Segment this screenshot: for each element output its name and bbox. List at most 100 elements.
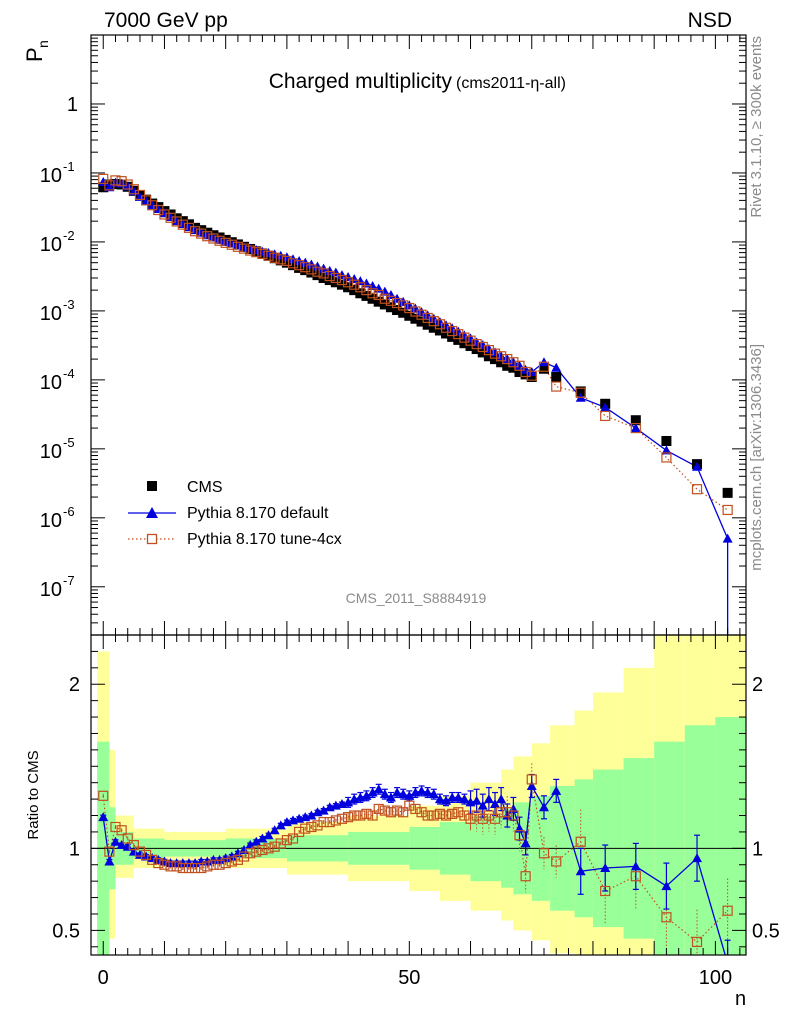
tune-point-36 xyxy=(318,268,329,279)
tune-point-28 xyxy=(269,252,280,263)
ratio-tune-point-30 xyxy=(281,835,292,846)
tune-point-70 xyxy=(526,370,537,381)
main-ytick-label-5: 10 xyxy=(40,234,62,256)
ratio-tune-point-75 xyxy=(630,871,641,882)
tune-point-2 xyxy=(110,175,121,186)
tune-point-16 xyxy=(196,228,207,239)
cms-point-41 xyxy=(349,285,360,296)
main-series-layer xyxy=(98,173,733,635)
default-point-17 xyxy=(202,230,213,240)
default-point-38 xyxy=(330,267,341,277)
tune-point-49 xyxy=(398,300,409,311)
default-point-35 xyxy=(312,261,323,271)
tune-point-69 xyxy=(520,366,531,378)
main-ytick-exp-4: -3 xyxy=(63,297,75,312)
legend-default-label: Pythia 8.170 default xyxy=(187,505,329,522)
ratio-tune-point-64 xyxy=(489,813,501,824)
ratio-tune-point-51 xyxy=(410,803,421,815)
energy-label: 7000 GeV pp xyxy=(104,9,228,32)
ratio-tune-point-56 xyxy=(440,810,452,821)
cms-point-65 xyxy=(496,357,507,368)
cms-point-62 xyxy=(477,347,488,358)
ratio-default-point-27 xyxy=(263,830,274,840)
ratio-default-point-36 xyxy=(318,805,329,815)
x-tick-label-2: 100 xyxy=(699,967,732,989)
default-point-5 xyxy=(128,186,139,196)
ratio-tune-point-50 xyxy=(404,800,415,811)
default-point-23 xyxy=(239,242,250,252)
tune-point-60 xyxy=(465,335,476,346)
cms-point-32 xyxy=(294,262,305,273)
ratio-tune-point-23 xyxy=(238,851,250,862)
tune-point-17 xyxy=(202,231,213,242)
tune-point-3 xyxy=(116,176,127,187)
ratio-default-point-5 xyxy=(128,846,139,856)
ratio-ytick-label-right-1: 1 xyxy=(752,838,763,860)
ratio-default-point-9 xyxy=(153,854,164,864)
default-point-6 xyxy=(134,191,145,201)
cms-point-34 xyxy=(306,267,317,278)
default-point-27 xyxy=(263,248,274,258)
default-point-20 xyxy=(220,236,231,246)
tune-point-53 xyxy=(422,312,433,324)
cms-point-58 xyxy=(453,334,464,345)
tune-point-47 xyxy=(385,295,397,306)
cms-point-73 xyxy=(575,386,586,397)
ratio-default-point-69 xyxy=(520,838,531,848)
ratio-tune-point-78 xyxy=(722,905,733,916)
cms-point-56 xyxy=(441,328,452,339)
ratio-default-point-45 xyxy=(373,784,384,794)
tune-point-61 xyxy=(471,339,482,350)
ratio-tune-point-67 xyxy=(508,810,519,821)
ratio-tune-point-4 xyxy=(122,833,133,844)
tune-point-67 xyxy=(508,357,519,368)
ratio-tune-point-35 xyxy=(312,820,323,831)
tune-point-41 xyxy=(349,279,360,290)
tune-point-6 xyxy=(134,189,146,201)
ratio-tune-point-70 xyxy=(526,774,537,785)
default-point-37 xyxy=(324,265,335,275)
ratio-default-point-47 xyxy=(385,792,396,802)
cms-point-69 xyxy=(520,369,531,380)
ratio-default-point-63 xyxy=(483,794,494,804)
ratio-tune-point-43 xyxy=(361,808,372,819)
tune-point-35 xyxy=(312,266,323,277)
ratio-tune-point-61 xyxy=(471,810,482,821)
ratio-tune-point-6 xyxy=(134,846,146,857)
ratio-tune-point-3 xyxy=(116,825,127,836)
ratio-tune-point-9 xyxy=(153,858,164,869)
ratio-tune-point-52 xyxy=(416,807,427,818)
ratio-default-point-76 xyxy=(661,881,672,891)
tune-point-10 xyxy=(159,209,170,220)
tune-point-63 xyxy=(483,345,494,356)
legend: CMS Pythia 8.170 default Pythia 8.170 tu… xyxy=(128,479,342,548)
ratio-tune-point-42 xyxy=(355,810,366,821)
cms-point-78 xyxy=(722,487,733,498)
ratio-tune-point-41 xyxy=(349,810,360,821)
tune-point-74 xyxy=(600,410,611,422)
ratio-default-point-75 xyxy=(630,861,641,871)
ratio-tune-point-0 xyxy=(98,790,109,801)
ratio-tune-point-2 xyxy=(110,821,121,833)
tune-point-15 xyxy=(189,226,201,237)
cms-point-66 xyxy=(502,360,513,371)
cms-point-55 xyxy=(434,325,445,336)
ratio-tune-point-39 xyxy=(336,813,348,824)
ratio-default-point-3 xyxy=(116,840,127,850)
ratio-tune-point-29 xyxy=(275,838,286,849)
default-point-4 xyxy=(122,181,133,191)
default-point-22 xyxy=(232,240,243,250)
ratio-tune-point-62 xyxy=(477,813,488,824)
main-ytick-exp-6: -1 xyxy=(63,159,75,174)
ratio-tune-point-58 xyxy=(453,807,464,818)
ratio-tune-point-60 xyxy=(465,813,476,824)
ratio-default-point-29 xyxy=(275,820,286,830)
default-point-75 xyxy=(630,423,641,433)
default-point-36 xyxy=(318,263,329,273)
ratio-default-point-25 xyxy=(251,836,262,846)
ratio-default-point-65 xyxy=(496,794,507,804)
tune-point-72 xyxy=(551,381,562,392)
cms-point-72 xyxy=(551,372,562,383)
tune-point-43 xyxy=(361,285,372,296)
ratio-ytick-label-left-1: 1 xyxy=(69,838,80,860)
